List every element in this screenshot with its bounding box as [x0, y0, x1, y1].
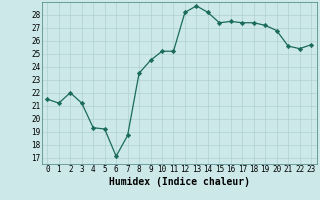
X-axis label: Humidex (Indice chaleur): Humidex (Indice chaleur) [109, 177, 250, 187]
